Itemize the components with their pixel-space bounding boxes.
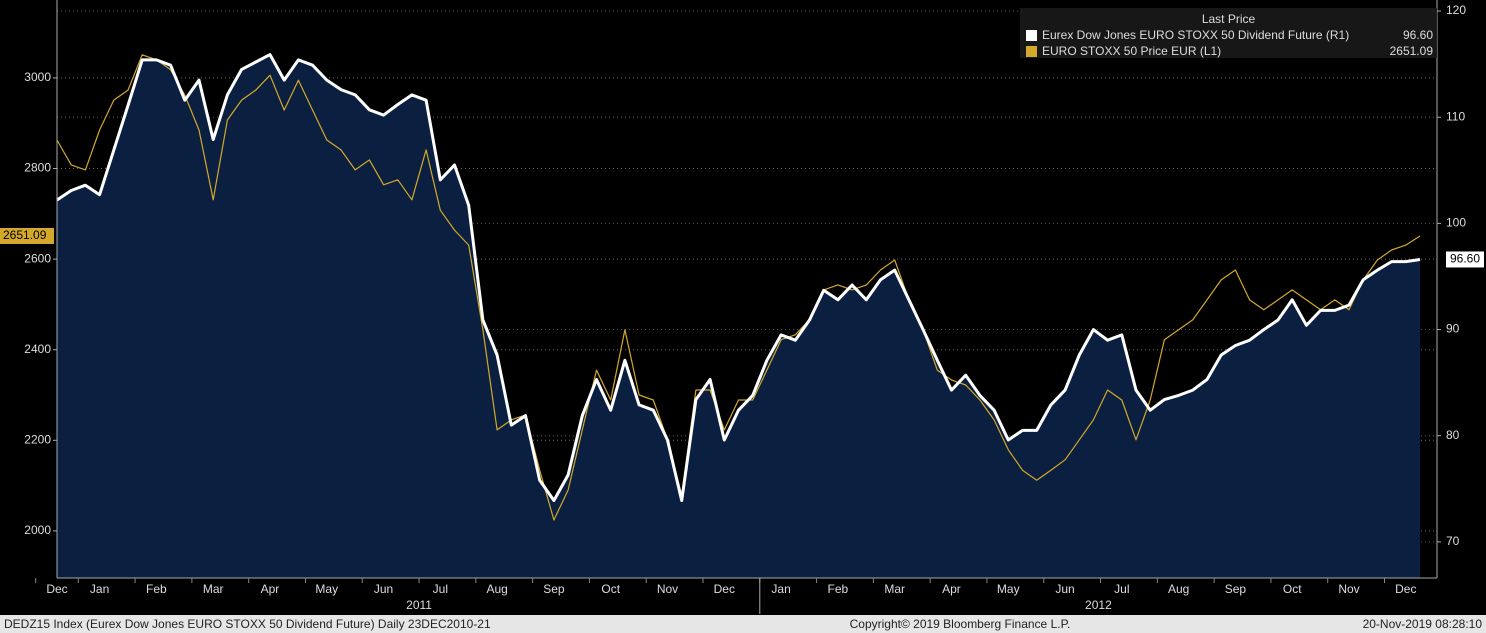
line xyxy=(56,53,1421,502)
legend-label: EURO STOXX 50 Price EUR (L1) xyxy=(1042,44,1221,58)
price-tag xyxy=(1446,251,1484,268)
y-tick-label: 2000 xyxy=(24,523,51,537)
x-tick-label: Feb xyxy=(828,582,849,596)
area xyxy=(57,54,1420,579)
y2-tick-label: 70 xyxy=(1446,534,1460,548)
x-tick-label: May xyxy=(997,582,1020,596)
x-tick-label: Sep xyxy=(543,582,565,596)
legend-swatch xyxy=(1026,30,1037,41)
x-tick-label: Jul xyxy=(433,582,448,596)
y-tick-label: 2400 xyxy=(24,342,51,356)
line xyxy=(56,54,1421,521)
price-tag xyxy=(0,227,54,244)
legend-swatch xyxy=(1026,46,1037,57)
footer-center: Copyright© 2019 Bloomberg Finance L.P. xyxy=(850,617,1071,631)
footer-left: DEDZ15 Index (Eurex Dow Jones EURO STOXX… xyxy=(4,617,491,631)
year-label: 2012 xyxy=(1085,598,1112,612)
y2-tick-label: 110 xyxy=(1446,109,1465,123)
legend-label: Eurex Dow Jones EURO STOXX 50 Dividend F… xyxy=(1042,28,1349,42)
x-tick-label: Mar xyxy=(203,582,224,596)
x-tick-label: Feb xyxy=(146,582,167,596)
x-tick-label: Sep xyxy=(1225,582,1247,596)
x-tick-label: Dec xyxy=(46,582,67,596)
x-tick-label: Aug xyxy=(1168,582,1189,596)
y-tick-label: 2200 xyxy=(24,432,51,446)
footer-right: 20-Nov-2019 08:28:10 xyxy=(1363,617,1483,631)
x-tick-label: Jul xyxy=(1114,582,1129,596)
x-tick-label: Jan xyxy=(90,582,109,596)
y2-tick-label: 90 xyxy=(1446,322,1460,336)
x-tick-label: Jun xyxy=(1055,582,1074,596)
x-tick-label: Oct xyxy=(601,582,620,596)
y-tick-label: 2600 xyxy=(24,251,51,265)
x-tick-label: Dec xyxy=(1395,582,1416,596)
footer-bar xyxy=(0,615,1486,633)
y-tick-label: 3000 xyxy=(24,70,51,84)
legend-value: 2651.09 xyxy=(1390,44,1434,58)
x-tick-label: Apr xyxy=(942,582,961,596)
price-tag-label: 96.60 xyxy=(1450,252,1480,266)
price-tag-label: 2651.09 xyxy=(3,228,47,242)
x-tick-label: May xyxy=(315,582,338,596)
legend-title: Last Price xyxy=(1202,12,1256,26)
x-tick-label: Nov xyxy=(657,582,678,596)
x-tick-label: Nov xyxy=(1338,582,1359,596)
y2-tick-label: 80 xyxy=(1446,428,1460,442)
x-tick-label: Oct xyxy=(1283,582,1302,596)
x-tick-label: Dec xyxy=(714,582,735,596)
x-tick-label: Mar xyxy=(884,582,905,596)
x-tick-label: Jan xyxy=(771,582,790,596)
y-tick-label: 2800 xyxy=(24,161,51,175)
y2-tick-label: 120 xyxy=(1446,3,1466,17)
x-tick-label: Aug xyxy=(486,582,507,596)
x-tick-label: Jun xyxy=(374,582,393,596)
year-label: 2011 xyxy=(406,598,432,612)
x-tick-label: Apr xyxy=(261,582,280,596)
y2-tick-label: 100 xyxy=(1446,216,1466,230)
legend-value: 96.60 xyxy=(1403,28,1433,42)
legend-box xyxy=(1020,8,1437,58)
